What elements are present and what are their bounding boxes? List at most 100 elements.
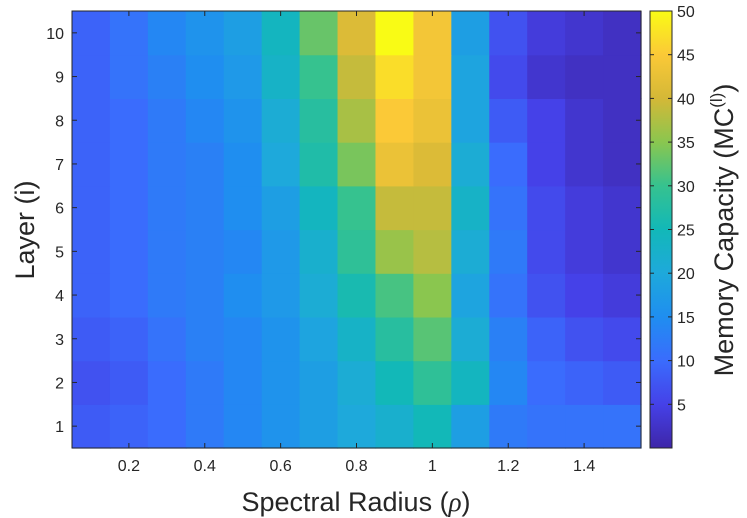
heatmap-cell xyxy=(451,404,490,449)
x-axis-title-symbol: ρ xyxy=(448,487,462,517)
heatmap-cell xyxy=(527,11,566,56)
heatmap-cell xyxy=(527,98,566,143)
heatmap-cell xyxy=(413,229,452,274)
heatmap-cell xyxy=(223,185,263,231)
heatmap-cell xyxy=(527,185,566,231)
heatmap-cell xyxy=(337,11,377,56)
heatmap-cell xyxy=(223,360,263,405)
heatmap-cell xyxy=(147,54,187,99)
heatmap-cell xyxy=(375,229,414,274)
heatmap-cell xyxy=(337,54,377,99)
heatmap-cell xyxy=(185,404,225,449)
heatmap-cell xyxy=(375,54,414,99)
heatmap-cell xyxy=(489,404,528,449)
heatmap-cell xyxy=(337,142,377,187)
heatmap-cell xyxy=(489,185,528,231)
heatmap-cell xyxy=(223,54,263,99)
heatmap-cell xyxy=(489,360,528,405)
heatmap-cell xyxy=(565,404,604,449)
heatmap-cell xyxy=(261,273,301,318)
y-tick-label: 8 xyxy=(55,113,64,130)
heatmap-cell xyxy=(299,185,339,231)
heatmap-cells xyxy=(72,11,642,449)
heatmap-cell xyxy=(375,360,414,405)
heatmap-cell xyxy=(375,98,414,143)
heatmap-cell xyxy=(603,185,642,231)
heatmap-cell xyxy=(337,316,377,362)
colorbar-title-superscript: (l) xyxy=(707,93,726,108)
heatmap-cell xyxy=(603,54,642,99)
heatmap-cell xyxy=(527,142,566,187)
x-tick-label: 0.4 xyxy=(194,458,216,475)
heatmap-cell xyxy=(72,54,111,99)
heatmap-cell xyxy=(603,360,642,405)
heatmap-cell xyxy=(565,185,604,231)
y-tick-label: 7 xyxy=(55,157,64,174)
heatmap-cell xyxy=(185,273,225,318)
heatmap-cell xyxy=(261,404,301,449)
heatmap-cell xyxy=(603,229,642,274)
heatmap-cell xyxy=(72,98,111,143)
heatmap-cell xyxy=(413,185,452,231)
heatmap-cell xyxy=(223,11,263,56)
heatmap-cell xyxy=(261,142,301,187)
heatmap-cell xyxy=(451,54,490,99)
heatmap-cell xyxy=(185,98,225,143)
heatmap-cell xyxy=(185,316,225,362)
heatmap-cell xyxy=(223,273,263,318)
heatmap-cell xyxy=(185,229,225,274)
heatmap-cell xyxy=(337,404,377,449)
y-tick-label: 3 xyxy=(55,332,64,349)
heatmap-cell xyxy=(451,316,490,362)
x-tick-label: 0.6 xyxy=(270,458,292,475)
heatmap-cell xyxy=(565,54,604,99)
heatmap-cell xyxy=(299,316,339,362)
colorbar-tick-label: 30 xyxy=(677,179,695,196)
heatmap-cell xyxy=(109,360,149,405)
heatmap-cell xyxy=(223,98,263,143)
heatmap-cell xyxy=(337,360,377,405)
heatmap-cell xyxy=(603,11,642,56)
colorbar-title: Memory Capacity (MC(l)) xyxy=(707,84,739,377)
heatmap-cell xyxy=(337,229,377,274)
colorbar-tick-label: 35 xyxy=(677,135,695,152)
heatmap-cell xyxy=(72,185,111,231)
heatmap-cell xyxy=(603,142,642,187)
y-tick-label: 2 xyxy=(55,375,64,392)
heatmap-cell xyxy=(223,404,263,449)
heatmap-cell xyxy=(565,360,604,405)
colorbar-tick-label: 10 xyxy=(677,354,695,371)
heatmap-cell xyxy=(147,142,187,187)
heatmap-cell xyxy=(109,229,149,274)
colorbar-tick-label: 50 xyxy=(677,4,695,21)
heatmap-cell xyxy=(261,54,301,99)
heatmap-cell xyxy=(489,142,528,187)
heatmap-cell xyxy=(109,11,149,56)
heatmap-cell xyxy=(185,54,225,99)
heatmap-cell xyxy=(109,185,149,231)
heatmap-cell xyxy=(603,404,642,449)
heatmap-cell xyxy=(489,54,528,99)
heatmap-cell xyxy=(185,185,225,231)
x-tick-label: 1.4 xyxy=(573,458,595,475)
heatmap-cell xyxy=(109,316,149,362)
heatmap-cell xyxy=(299,229,339,274)
heatmap-cell xyxy=(413,273,452,318)
x-tick-label: 0.2 xyxy=(118,458,140,475)
colorbar-tick-label: 45 xyxy=(677,48,695,65)
heatmap-cell xyxy=(603,316,642,362)
heatmap-cell xyxy=(603,98,642,143)
heatmap-cell xyxy=(565,142,604,187)
heatmap-cell xyxy=(413,404,452,449)
heatmap-cell xyxy=(299,54,339,99)
heatmap-cell xyxy=(109,98,149,143)
heatmap-cell xyxy=(565,98,604,143)
y-tick-label: 4 xyxy=(55,288,64,305)
x-axis-title: Spectral Radius (ρ) xyxy=(241,487,470,517)
y-tick-label: 6 xyxy=(55,201,64,218)
y-axis: 1 2 3 4 5 6 7 8 9 10 xyxy=(46,26,641,436)
heatmap-cell xyxy=(185,11,225,56)
heatmap-cell xyxy=(72,229,111,274)
heatmap-cell xyxy=(109,404,149,449)
heatmap-cell xyxy=(451,273,490,318)
